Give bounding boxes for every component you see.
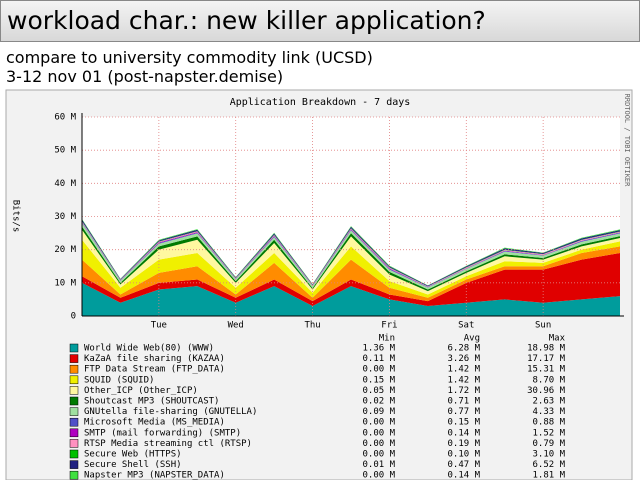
y-axis-label: Bits/s xyxy=(11,200,21,233)
legend-stat: 0.77 M xyxy=(447,407,480,417)
legend-swatch xyxy=(69,407,79,416)
y-tick-label: 20 M xyxy=(54,245,76,255)
legend-stat: 0.01 M xyxy=(362,460,395,470)
legend-stat: 1.42 M xyxy=(447,365,480,375)
legend-label: SMTP (mail forwarding) (SMTP) xyxy=(84,428,241,438)
legend-swatch xyxy=(69,354,79,363)
legend-stat: 3.26 M xyxy=(447,354,480,364)
legend-stat: 0.71 M xyxy=(447,397,480,407)
x-tick-label: Fri xyxy=(381,321,397,331)
legend-stat: 0.00 M xyxy=(362,365,395,375)
y-tick-label: 50 M xyxy=(54,146,76,156)
legend-swatch xyxy=(69,396,79,406)
legend-label: FTP Data Stream (FTP_DATA) xyxy=(84,365,225,375)
legend-stat: 0.15 M xyxy=(362,375,395,385)
legend-swatch xyxy=(69,375,79,385)
stat-header: Max xyxy=(549,334,566,344)
legend-label: RTSP Media streaming ctl (RTSP) xyxy=(84,439,252,449)
slide-title: workload char.: new killer application? xyxy=(7,6,486,35)
legend-stat: 0.00 M xyxy=(362,471,395,480)
legend-stat: 1.52 M xyxy=(532,428,565,438)
subtitle: compare to university commodity link (UC… xyxy=(6,48,373,67)
legend-stat: 0.11 M xyxy=(362,354,395,364)
legend-label: KaZaA file sharing (KAZAA) xyxy=(84,354,225,364)
legend-swatch xyxy=(69,386,79,395)
y-tick-label: 30 M xyxy=(54,212,76,222)
area xyxy=(82,229,620,295)
legend-swatch xyxy=(69,417,79,427)
legend-stat: 15.31 M xyxy=(527,365,566,375)
x-tick-label: Wed xyxy=(228,321,244,331)
x-tick-label: Sat xyxy=(458,321,474,331)
legend-swatch xyxy=(69,470,79,480)
legend-label: Microsoft Media (MS_MEDIA) xyxy=(84,418,225,428)
title-bar: workload char.: new killer application? xyxy=(0,0,640,42)
legend-label: Secure Web (HTTPS) xyxy=(84,450,182,460)
legend-stat: 3.10 M xyxy=(532,450,565,460)
y-tick-label: 0 xyxy=(71,312,76,322)
y-tick-label: 10 M xyxy=(54,278,76,288)
legend-stat: 17.17 M xyxy=(527,354,566,364)
legend-label: GNUtella file-sharing (GNUTELLA) xyxy=(84,407,257,417)
legend-stat: 2.63 M xyxy=(532,397,565,407)
legend-label: World Wide Web(80) (WWW) xyxy=(84,344,214,354)
legend-label: SQUID (SQUID) xyxy=(84,375,154,385)
legend-stat: 1.42 M xyxy=(447,375,480,385)
legend-swatch xyxy=(69,439,79,448)
stat-header: Min xyxy=(379,334,395,344)
legend-stat: 0.00 M xyxy=(362,428,395,438)
legend-stat: 1.72 M xyxy=(447,386,480,396)
legend-stat: 0.19 M xyxy=(447,439,480,449)
legend-label: Napster MP3 (NAPSTER_DATA) xyxy=(84,471,225,480)
legend-stat: 0.14 M xyxy=(447,428,480,438)
legend-swatch xyxy=(69,343,79,353)
legend-stat: 0.05 M xyxy=(362,386,395,396)
legend-stat: 4.33 M xyxy=(532,407,565,417)
subtitle: 3-12 nov 01 (post-napster.demise) xyxy=(6,67,284,86)
legend-stat: 6.28 M xyxy=(447,344,480,354)
y-tick-label: 60 M xyxy=(54,113,76,123)
legend-stat: 30.96 M xyxy=(527,386,566,396)
legend-label: Shoutcast MP3 (SHOUTCAST) xyxy=(84,397,219,407)
legend-stat: 0.09 M xyxy=(362,407,395,417)
legend-swatch xyxy=(69,460,79,469)
legend-stat: 0.02 M xyxy=(362,397,395,407)
side-note: RRDTOOL / TOBI OETIKER xyxy=(623,94,631,188)
legend-stat: 0.00 M xyxy=(362,450,395,460)
legend-swatch xyxy=(69,428,79,438)
legend-stat: 0.79 M xyxy=(532,439,565,449)
legend-stat: 0.00 M xyxy=(362,439,395,449)
area xyxy=(82,239,620,298)
legend-stat: 0.00 M xyxy=(362,418,395,428)
area xyxy=(82,282,620,316)
x-tick-label: Tue xyxy=(151,321,167,331)
legend-stat: 1.81 M xyxy=(532,471,565,480)
legend-stat: 0.15 M xyxy=(447,418,480,428)
legend-swatch xyxy=(69,364,79,374)
legend-swatch xyxy=(69,449,79,459)
chart-title: Application Breakdown - 7 days xyxy=(230,97,411,108)
legend-stat: 0.10 M xyxy=(447,450,480,460)
legend-label: Other_ICP (Other_ICP) xyxy=(84,386,198,396)
legend-stat: 0.14 M xyxy=(447,471,480,480)
legend-stat: 0.47 M xyxy=(447,460,480,470)
legend-stat: 1.36 M xyxy=(362,344,395,354)
legend-stat: 0.88 M xyxy=(532,418,565,428)
legend-stat: 6.52 M xyxy=(532,460,565,470)
legend-label: Secure Shell (SSH) xyxy=(84,460,182,470)
legend-stat: 8.70 M xyxy=(532,375,565,385)
x-tick-label: Thu xyxy=(304,321,320,331)
stat-header: Avg xyxy=(464,334,480,344)
x-tick-label: Sun xyxy=(535,321,551,331)
legend-stat: 18.98 M xyxy=(527,344,566,354)
area xyxy=(82,246,620,302)
y-tick-label: 40 M xyxy=(54,179,76,189)
